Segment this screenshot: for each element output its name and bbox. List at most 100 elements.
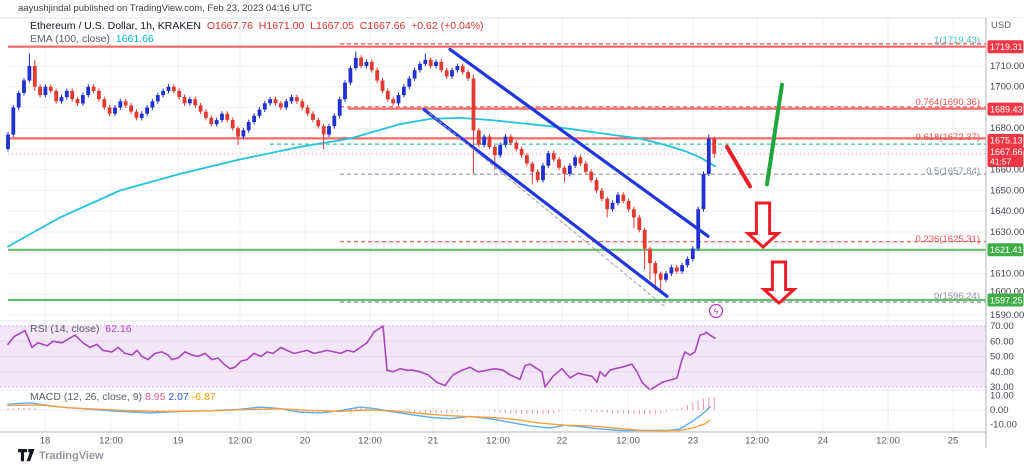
bearish-annotation-line: [725, 144, 752, 189]
price-badge: [987, 102, 1024, 116]
price-badge-value: 1675.13: [990, 136, 1023, 146]
candle-body: [150, 101, 155, 108]
macd-line: [7, 402, 711, 432]
price-badge: [987, 293, 1024, 307]
candle-body: [139, 113, 144, 118]
down-arrow: [760, 260, 798, 306]
candle-body: [278, 103, 283, 108]
price-badge: [987, 146, 1024, 167]
candle-body: [113, 107, 117, 114]
candle-body: [22, 80, 26, 93]
event-marker-circle: [708, 303, 724, 319]
rsi-band: [0, 326, 986, 387]
candle-body: [439, 61, 444, 71]
candle-body: [134, 111, 139, 118]
rsi-tick-label: 40.00: [990, 367, 1014, 378]
candle-body: [305, 107, 310, 114]
price-badge-value: 1719.31: [990, 42, 1023, 52]
candle-body: [300, 101, 305, 108]
candle-body: [674, 267, 679, 272]
dashed-trendline: [429, 113, 666, 308]
candle-body: [535, 171, 540, 181]
candle-body: [509, 136, 513, 143]
candle-body: [583, 163, 588, 172]
candle-body: [594, 180, 599, 191]
candle-body: [444, 70, 449, 77]
candle-body: [492, 146, 497, 156]
candle-body: [706, 138, 711, 174]
candle-body: [262, 103, 267, 110]
candle-body: [369, 61, 374, 71]
candle-body: [551, 153, 556, 160]
publish-line: aayushjindal published on TradingView.co…: [18, 3, 312, 14]
candle-body: [364, 61, 369, 66]
candle-body: [460, 66, 465, 73]
candle-body: [86, 86, 91, 96]
candle-body: [669, 267, 674, 274]
price-badge: [987, 133, 1024, 147]
tradingview-logo[interactable]: TradingView: [18, 449, 104, 462]
candle-body: [578, 157, 583, 164]
candle-body: [466, 72, 470, 79]
macd-signal-line: [7, 404, 711, 432]
candle-body: [562, 167, 567, 174]
candle-body: [685, 259, 690, 266]
candle-body: [610, 203, 615, 210]
candle-body: [81, 95, 85, 104]
candle-body: [375, 70, 380, 81]
candle-body: [541, 165, 545, 181]
candle-body: [487, 136, 492, 147]
candle-body: [434, 61, 438, 66]
candle-body: [118, 101, 123, 108]
candle-body: [241, 130, 246, 137]
candle-body: [70, 90, 75, 100]
candle-body: [75, 99, 80, 104]
candle-body: [407, 78, 412, 87]
candle-body: [648, 248, 652, 264]
candle-body: [155, 95, 160, 102]
candle-body: [546, 153, 551, 166]
macd-tick-label: -10.00: [990, 420, 1017, 431]
candle-body: [6, 134, 10, 149]
candle-body: [637, 217, 642, 230]
macd-tick-label: 0.00: [990, 405, 1009, 416]
candle-body: [48, 86, 53, 91]
fib-level-label: 0.618(1672.37): [916, 132, 980, 143]
candle-body: [450, 70, 454, 77]
candle-body: [337, 99, 342, 116]
candle-body: [605, 198, 610, 210]
candle-body: [530, 163, 535, 172]
time-tick-label: 12:00: [876, 436, 900, 447]
candle-body: [482, 136, 487, 145]
candle-body: [129, 105, 133, 112]
candle-body: [616, 194, 620, 203]
rsi-tick-label: 70.00: [990, 321, 1014, 332]
candle-body: [567, 165, 572, 174]
candle-body: [701, 173, 706, 210]
price-badge-value: 1597.25: [990, 295, 1023, 305]
bar-countdown: 41:57: [990, 157, 1012, 167]
time-tick-label: 12:00: [745, 436, 769, 447]
candle-body: [204, 111, 208, 118]
candle-body: [428, 59, 433, 66]
candle-body: [476, 130, 481, 145]
candle-body: [632, 209, 636, 218]
candle-body: [123, 101, 128, 106]
time-tick-label: 20: [300, 436, 311, 447]
candle-body: [209, 117, 214, 125]
candle-body: [353, 57, 358, 69]
time-tick-label: 21: [428, 436, 439, 447]
candle-body: [38, 86, 42, 96]
price-badge-value: 1621.41: [990, 245, 1023, 255]
ema-line: [7, 117, 716, 248]
bullish-annotation-line: [765, 82, 784, 187]
time-tick-label: 12:00: [99, 436, 123, 447]
candle-body: [359, 57, 363, 66]
candle-body: [658, 273, 663, 280]
candle-body: [327, 126, 331, 135]
candle-body: [246, 122, 251, 131]
candle-body: [257, 109, 262, 116]
price-tick-label: 1640.00: [990, 206, 1024, 217]
candle-body: [43, 86, 48, 96]
